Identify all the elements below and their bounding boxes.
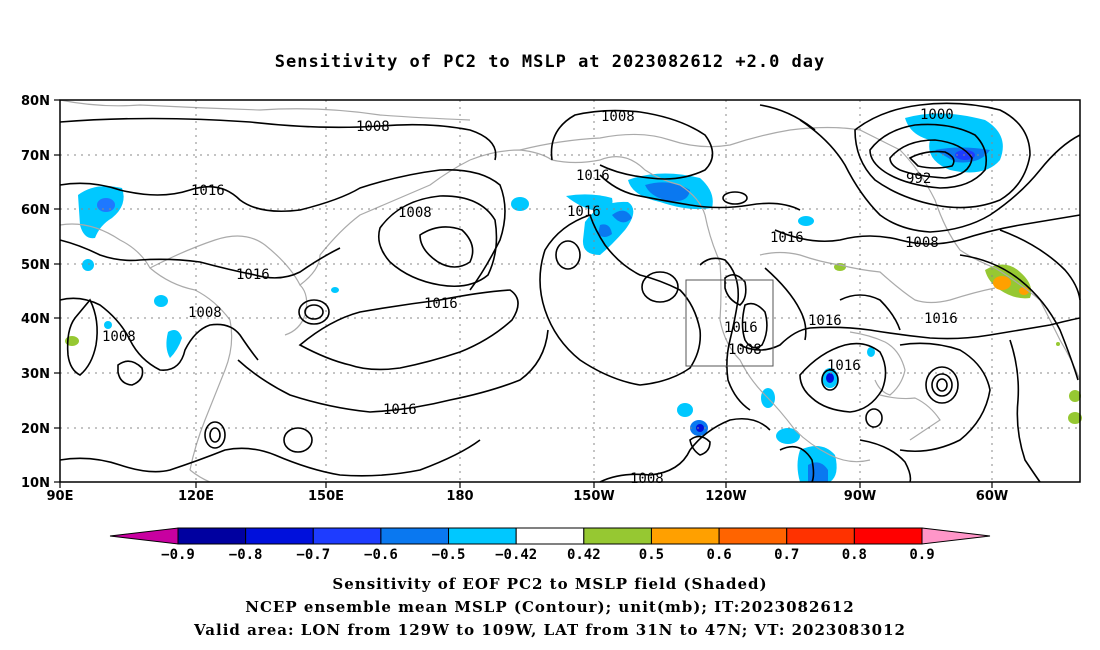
- colorbar-segment: [312, 527, 382, 545]
- longitude-labels: 90E 120E 150E 180 150W 120W 90W 60W: [47, 489, 1009, 504]
- contour-label: 1016: [424, 296, 458, 312]
- valid-area-box: [685, 279, 774, 367]
- contour-label: 992: [906, 171, 931, 187]
- map-panel: 1008 1016 1008 1016 1016 1008 1000 992 1…: [21, 94, 1082, 504]
- contour-label: 1008: [188, 305, 222, 321]
- lat-tick-label: 10N: [21, 476, 50, 491]
- contour-label: 1016: [576, 168, 610, 184]
- contour-label: 1008: [356, 119, 390, 135]
- caption-line-3: Valid area: LON from 129W to 109W, LAT f…: [193, 621, 906, 639]
- contour-label: 1016: [724, 320, 758, 336]
- colorbar-label: −0.7: [296, 547, 330, 563]
- colorbar-label: 0.6: [706, 547, 731, 563]
- contour-label: 1016: [236, 267, 270, 283]
- colorbar-segment: [853, 527, 923, 545]
- colorbar-label: −0.9: [161, 547, 195, 563]
- lon-tick-label: 120W: [705, 489, 746, 504]
- colorbar-segment: [109, 527, 179, 545]
- colorbar-segment: [718, 527, 788, 545]
- contour-labels: 1008 1016 1008 1016 1016 1008 1000 992 1…: [102, 107, 958, 487]
- colorbar-label: −0.6: [364, 547, 398, 563]
- colorbar-segment: [380, 527, 450, 545]
- contour-label: 1008: [905, 235, 939, 251]
- colorbar-segment: [515, 527, 585, 545]
- colorbar-label: 0.5: [639, 547, 664, 563]
- lat-tick-label: 50N: [21, 258, 50, 273]
- contour-label: 1008: [102, 329, 136, 345]
- contour-label: 1016: [383, 402, 417, 418]
- colorbar-label: 0.9: [909, 547, 934, 563]
- colorbar-label: −0.8: [229, 547, 263, 563]
- colorbar-segment: [245, 527, 314, 545]
- contour-label: 1016: [924, 311, 958, 327]
- colorbar-segment: [921, 527, 991, 545]
- colorbar-label: 0.42: [567, 547, 601, 563]
- colorbar: −0.9 −0.8 −0.7 −0.6 −0.5 −0.42 0.42 0.5 0.6 0.7 0.…: [109, 527, 991, 563]
- map-frame: [59, 99, 1081, 483]
- contour-label: 1016: [827, 358, 861, 374]
- colorbar-label: −0.42: [495, 547, 537, 563]
- tick-marks: [54, 99, 993, 488]
- contour-label: 1016: [770, 230, 804, 246]
- colorbar-label: 0.8: [842, 547, 867, 563]
- lon-tick-label: 180: [446, 489, 473, 504]
- lon-tick-label: 150W: [573, 489, 614, 504]
- graticule: [60, 100, 1080, 482]
- contour-label: 1016: [191, 183, 225, 199]
- contour-label: 1008: [630, 471, 664, 487]
- figure-title: Sensitivity of PC2 to MSLP at 2023082612…: [275, 52, 826, 72]
- mslp-contours: [59, 102, 1081, 483]
- lat-tick-label: 80N: [21, 94, 50, 109]
- lat-tick-label: 70N: [21, 149, 50, 164]
- colorbar-segment: [177, 527, 247, 545]
- contour-label: 1016: [808, 313, 842, 329]
- contour-label: 1008: [728, 342, 762, 358]
- lon-tick-label: 150E: [308, 489, 344, 504]
- colorbar-segment: [650, 527, 720, 545]
- lon-tick-label: 60W: [976, 489, 1008, 504]
- contour-label: 1008: [398, 205, 432, 221]
- colorbar-segment: [786, 527, 855, 545]
- lat-tick-label: 40N: [21, 312, 50, 327]
- contour-label: 1000: [920, 107, 954, 123]
- contour-label: 1016: [567, 204, 601, 220]
- colorbar-segment: [448, 527, 517, 545]
- sensitivity-shading: [65, 113, 1082, 482]
- lat-tick-label: 20N: [21, 422, 50, 437]
- caption-line-2: NCEP ensemble mean MSLP (Contour); unit(…: [245, 598, 854, 616]
- lat-tick-label: 30N: [21, 367, 50, 382]
- lon-tick-label: 120E: [178, 489, 214, 504]
- colorbar-label: −0.5: [432, 547, 466, 563]
- contour-label: 1008: [601, 109, 635, 125]
- latitude-labels: 80N 70N 60N 50N 40N 30N 20N 10N: [21, 94, 50, 491]
- colorbar-label: 0.7: [774, 547, 799, 563]
- lon-tick-label: 90W: [844, 489, 876, 504]
- lat-tick-label: 60N: [21, 203, 50, 218]
- caption-line-1: Sensitivity of EOF PC2 to MSLP field (Sh…: [332, 575, 767, 593]
- colorbar-segment: [583, 527, 652, 545]
- lon-tick-label: 90E: [47, 489, 74, 504]
